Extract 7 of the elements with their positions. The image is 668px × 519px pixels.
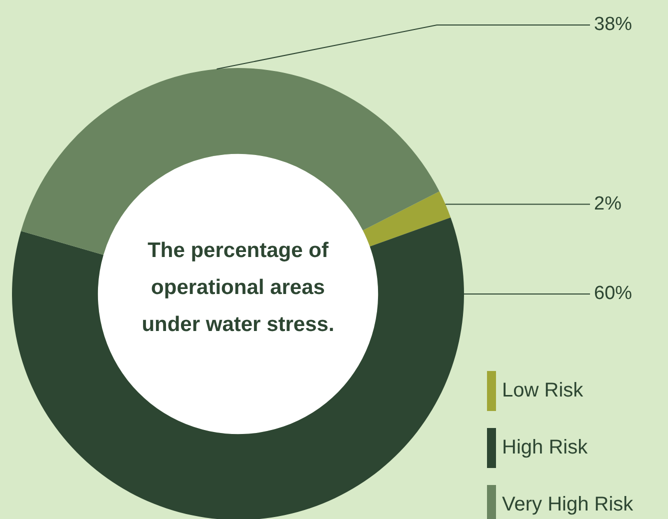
data-label: 60% — [594, 283, 632, 304]
data-label: 38% — [594, 14, 632, 36]
legend-label: Very High Risk — [502, 494, 634, 516]
text: The percentage of operational areas under water stress. — [142, 238, 334, 336]
legend-label: High Risk — [502, 436, 589, 459]
data-label: 2% — [594, 193, 622, 214]
legend-label: Low Risk — [502, 380, 584, 402]
